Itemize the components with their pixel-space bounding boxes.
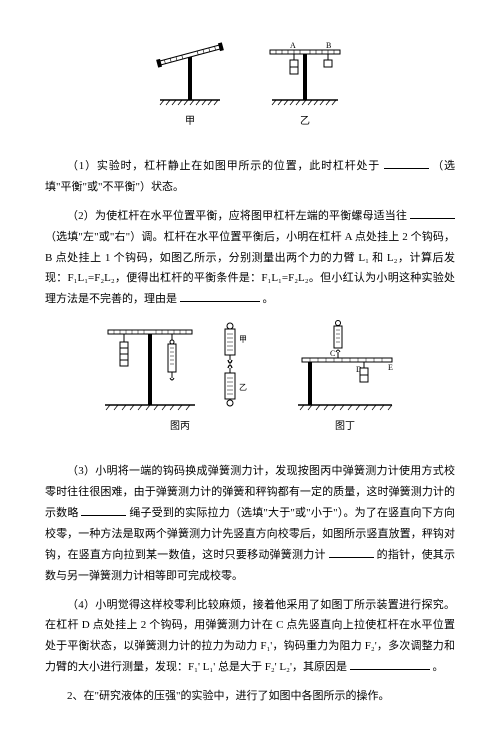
figure-row-1: 甲 A (45, 40, 455, 131)
figure-bing: 甲 乙 图丙 (100, 320, 260, 436)
point-a-label: A (290, 41, 296, 50)
q4-blank (350, 657, 430, 670)
question-1: （1）实验时，杠杆静止在如图甲所示的位置，此时杠杆处于 （选填"平衡"或"不平衡… (45, 156, 455, 198)
point-c-label: C (330, 349, 335, 358)
q2-c: 。 (263, 293, 274, 305)
figure-yi: A B 乙 (260, 40, 350, 131)
q3-blank2 (329, 545, 374, 558)
q2-blank1 (410, 206, 455, 219)
svg-text:甲: 甲 (239, 335, 247, 344)
diagram-ding: C D E (290, 320, 400, 415)
figure-ding-label: 图丁 (335, 417, 355, 436)
question-next: 2、在"研究液体的压强"的实验中，进行了如图中各图所示的操作。 (45, 686, 455, 707)
q2-a: （2）为使杠杆在水平位置平衡，应将图甲杠杆左端的平衡螺母适当往 (67, 210, 407, 222)
figure-ding: C D E 图丁 (290, 320, 400, 436)
diagram-yi: A B (260, 40, 350, 110)
question-3: （3）小明将一端的钩码换成弹簧测力计，发现按图丙中弹簧测力计使用方式校零时往往很… (45, 461, 455, 586)
q2-blank2 (180, 289, 260, 302)
question-2: （2）为使杠杆在水平位置平衡，应将图甲杠杆左端的平衡螺母适当往 （选填"左"或"… (45, 206, 455, 310)
q1-blank (384, 156, 429, 169)
q3-blank1 (81, 503, 126, 516)
q4-b: 。 (432, 661, 443, 673)
figure-jia-label: 甲 (185, 112, 195, 131)
figure-yi-label: 乙 (300, 112, 310, 131)
figure-row-2: 甲 乙 图丙 (45, 320, 455, 436)
point-e-label: E (388, 363, 393, 372)
figure-bing-label: 图丙 (170, 417, 190, 436)
diagram-bing: 甲 乙 (100, 320, 260, 415)
figure-jia: 甲 (150, 40, 230, 131)
question-4: （4）小明觉得这样校零利比较麻烦，接着他采用了如图丁所示装置进行探究。在杠杆 D… (45, 595, 455, 679)
svg-text:乙: 乙 (239, 383, 247, 392)
point-b-label: B (326, 41, 331, 50)
q1-prefix: （1）实验时，杠杆静止在如图甲所示的位置，此时杠杆处于 (67, 160, 380, 172)
diagram-jia (150, 40, 230, 110)
